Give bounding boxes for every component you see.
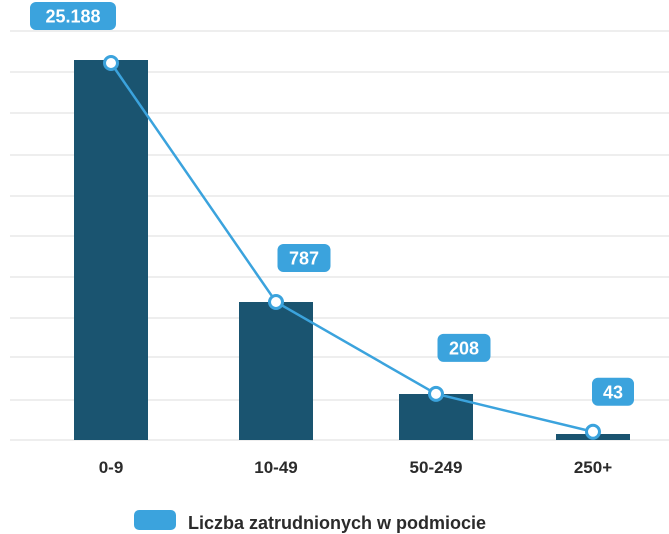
data-labels: 25.188 787 208 43 (30, 2, 634, 406)
data-label-50-249: 208 (437, 333, 491, 362)
series-line-group (103, 55, 601, 440)
line-point-250+ (585, 423, 601, 440)
line-point-10-49 (268, 293, 284, 310)
legend-label: Liczba zatrudnionych w podmiocie (188, 513, 486, 533)
data-label-badge (437, 333, 491, 362)
series-line (109, 62, 594, 433)
data-label-badge (277, 243, 331, 272)
data-label-text: 208 (449, 338, 479, 358)
bar-0-9 (74, 60, 148, 440)
data-label-badge (30, 2, 116, 31)
x-tick-10-49: 10-49 (254, 458, 297, 477)
x-tick-250+: 250+ (574, 458, 612, 477)
line-point-0-9 (103, 55, 119, 72)
data-label-text: 787 (289, 248, 319, 268)
x-axis-ticks: 0-9 10-49 50-249 250+ (99, 458, 613, 477)
data-label-0-9: 25.188 (30, 2, 116, 31)
data-label-text: 43 (603, 382, 623, 402)
data-label-text: 25.188 (45, 7, 100, 27)
bars (74, 60, 630, 440)
x-tick-0-9: 0-9 (99, 458, 124, 477)
x-tick-50-249: 50-249 (410, 458, 463, 477)
bar-10-49 (239, 302, 313, 440)
data-label-10-49: 787 (277, 243, 331, 272)
line-point-50-249 (428, 385, 444, 402)
data-label-250+: 43 (592, 377, 634, 406)
legend-swatch (134, 510, 176, 530)
legend: Liczba zatrudnionych w podmiocie (134, 510, 486, 533)
data-label-badge (592, 377, 634, 406)
